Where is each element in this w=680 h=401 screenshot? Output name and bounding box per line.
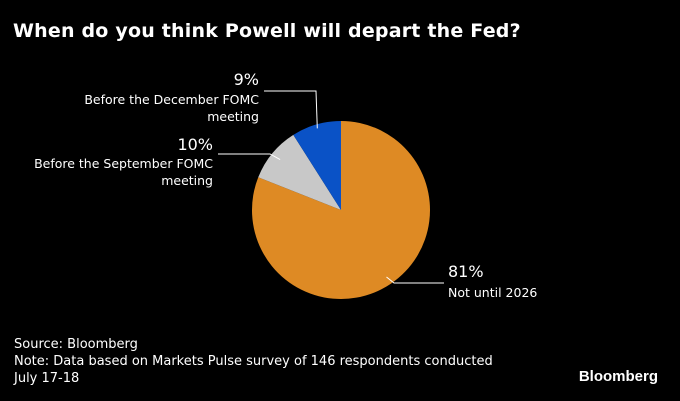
source-note: Source: Bloomberg [14, 337, 138, 352]
survey-note-line1: Note: Data based on Markets Pulse survey… [14, 354, 493, 369]
slice-label-december-line2: meeting [207, 109, 259, 124]
leader-lines [218, 90, 444, 284]
pie-slices [252, 121, 431, 299]
chart-footer: Source: Bloomberg Note: Data based on Ma… [14, 336, 493, 387]
chart-title: When do you think Powell will depart the… [13, 20, 521, 42]
leader-line-2026 [386, 276, 444, 284]
slice-label-september-line2: meeting [161, 173, 213, 188]
bloomberg-logo: Bloomberg [578, 368, 658, 385]
value-label-2026: 81% [448, 262, 484, 281]
slice-label-december-line1: Before the December FOMC [84, 92, 259, 107]
survey-note-line2: July 17-18 [14, 371, 80, 386]
pie-slice-december [293, 121, 341, 210]
value-label-december: 9% [234, 70, 259, 89]
slice-label-september-line1: Before the September FOMC [34, 156, 213, 171]
pie-slice-september [258, 134, 341, 210]
pie-slice-2026 [252, 121, 431, 299]
slice-label-2026: Not until 2026 [448, 285, 537, 300]
leader-line-september [218, 153, 281, 161]
value-label-september: 10% [177, 135, 213, 154]
leader-line-december [264, 90, 318, 129]
